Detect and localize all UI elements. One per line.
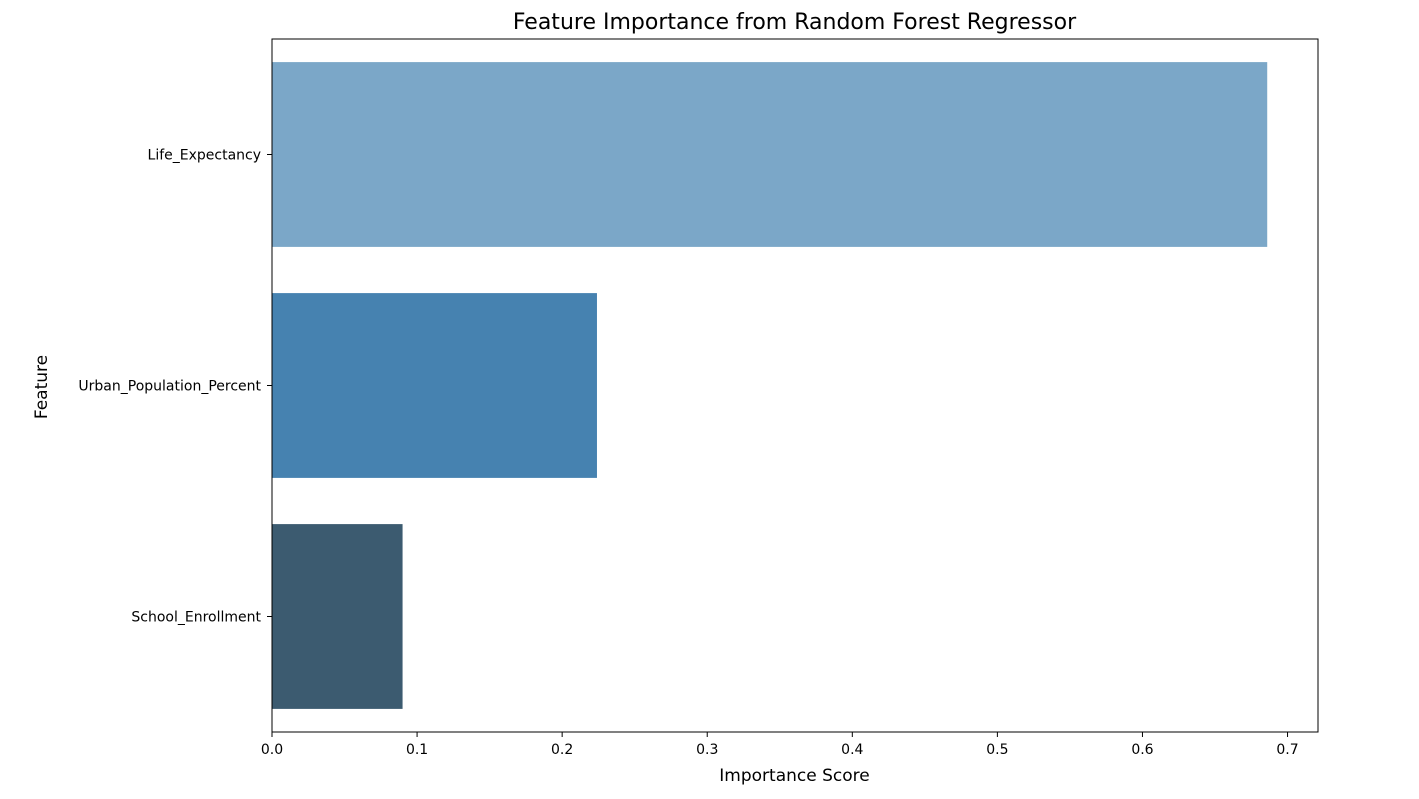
y-axis-ticks: Life_Expectancy Urban_Population_Percent S… xyxy=(78,148,272,626)
chart-title: Feature Importance from Random Forest Re… xyxy=(513,10,1077,35)
x-tick-label: 0.5 xyxy=(986,742,1008,758)
x-tick-label: 0.0 xyxy=(261,742,283,758)
x-tick-label: 0.4 xyxy=(841,742,863,758)
y-tick-label: School_Enrollment xyxy=(131,610,261,626)
x-axis-ticks: 0.0 0.1 0.2 0.3 0.4 0.5 0.6 0.7 xyxy=(261,732,1299,758)
x-tick-label: 0.7 xyxy=(1276,742,1298,758)
plot-frame xyxy=(271,38,1319,733)
y-tick-label: Life_Expectancy xyxy=(148,148,261,164)
y-tick-label: Urban_Population_Percent xyxy=(78,379,261,395)
bar-urban-population-percent xyxy=(272,293,597,478)
bar-life-expectancy xyxy=(272,62,1268,247)
y-axis-label: Feature xyxy=(32,355,52,419)
x-tick-label: 0.2 xyxy=(551,742,573,758)
bar-school-enrollment xyxy=(272,524,403,709)
bars-group xyxy=(272,62,1268,709)
x-tick-label: 0.3 xyxy=(696,742,718,758)
x-tick-label: 0.1 xyxy=(406,742,428,758)
x-tick-label: 0.6 xyxy=(1131,742,1153,758)
x-axis-label: Importance Score xyxy=(719,766,869,786)
